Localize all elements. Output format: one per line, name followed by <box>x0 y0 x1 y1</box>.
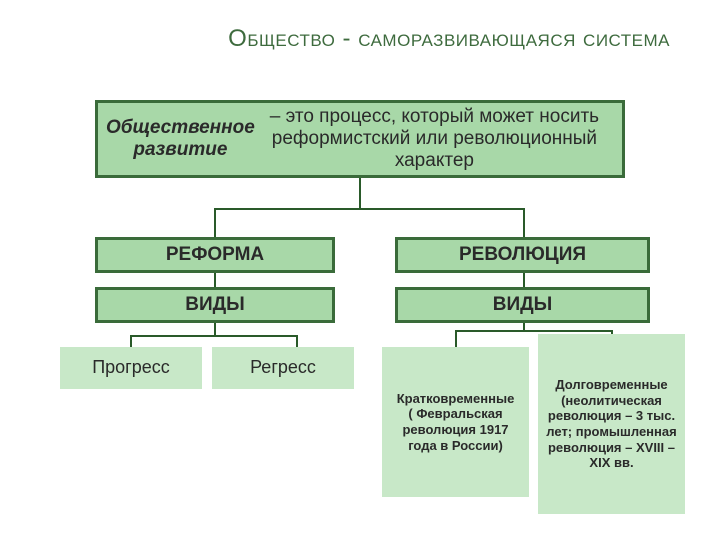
connector <box>214 208 525 210</box>
reform-box: РЕФОРМА <box>95 237 335 273</box>
reform-leaf-0: Прогресс <box>60 347 202 389</box>
revolution-box: РЕВОЛЮЦИЯ <box>395 237 650 273</box>
revolution-types-box: ВИДЫ <box>395 287 650 323</box>
reform-leaf-1: Регресс <box>212 347 354 389</box>
connector <box>455 330 613 332</box>
slide-title: Общество - саморазвивающаяся система <box>0 0 720 68</box>
connector <box>296 335 298 347</box>
reform-types-box: ВИДЫ <box>95 287 335 323</box>
connector <box>214 273 216 287</box>
connector <box>455 330 457 347</box>
revolution-leaf-0: Кратковременные ( Февральская революция … <box>382 347 529 497</box>
connector <box>523 273 525 287</box>
connector <box>523 323 525 330</box>
title-text: Общество - саморазвивающаяся система <box>228 25 670 52</box>
connector <box>214 208 216 237</box>
connector <box>130 335 298 337</box>
root-box: Общественное развитие – это процесс, кот… <box>95 100 625 178</box>
connector <box>130 335 132 347</box>
revolution-leaf-1: Долговременные (неолитическая революция … <box>538 334 685 514</box>
connector <box>359 178 361 208</box>
connector <box>523 208 525 237</box>
connector <box>214 323 216 335</box>
